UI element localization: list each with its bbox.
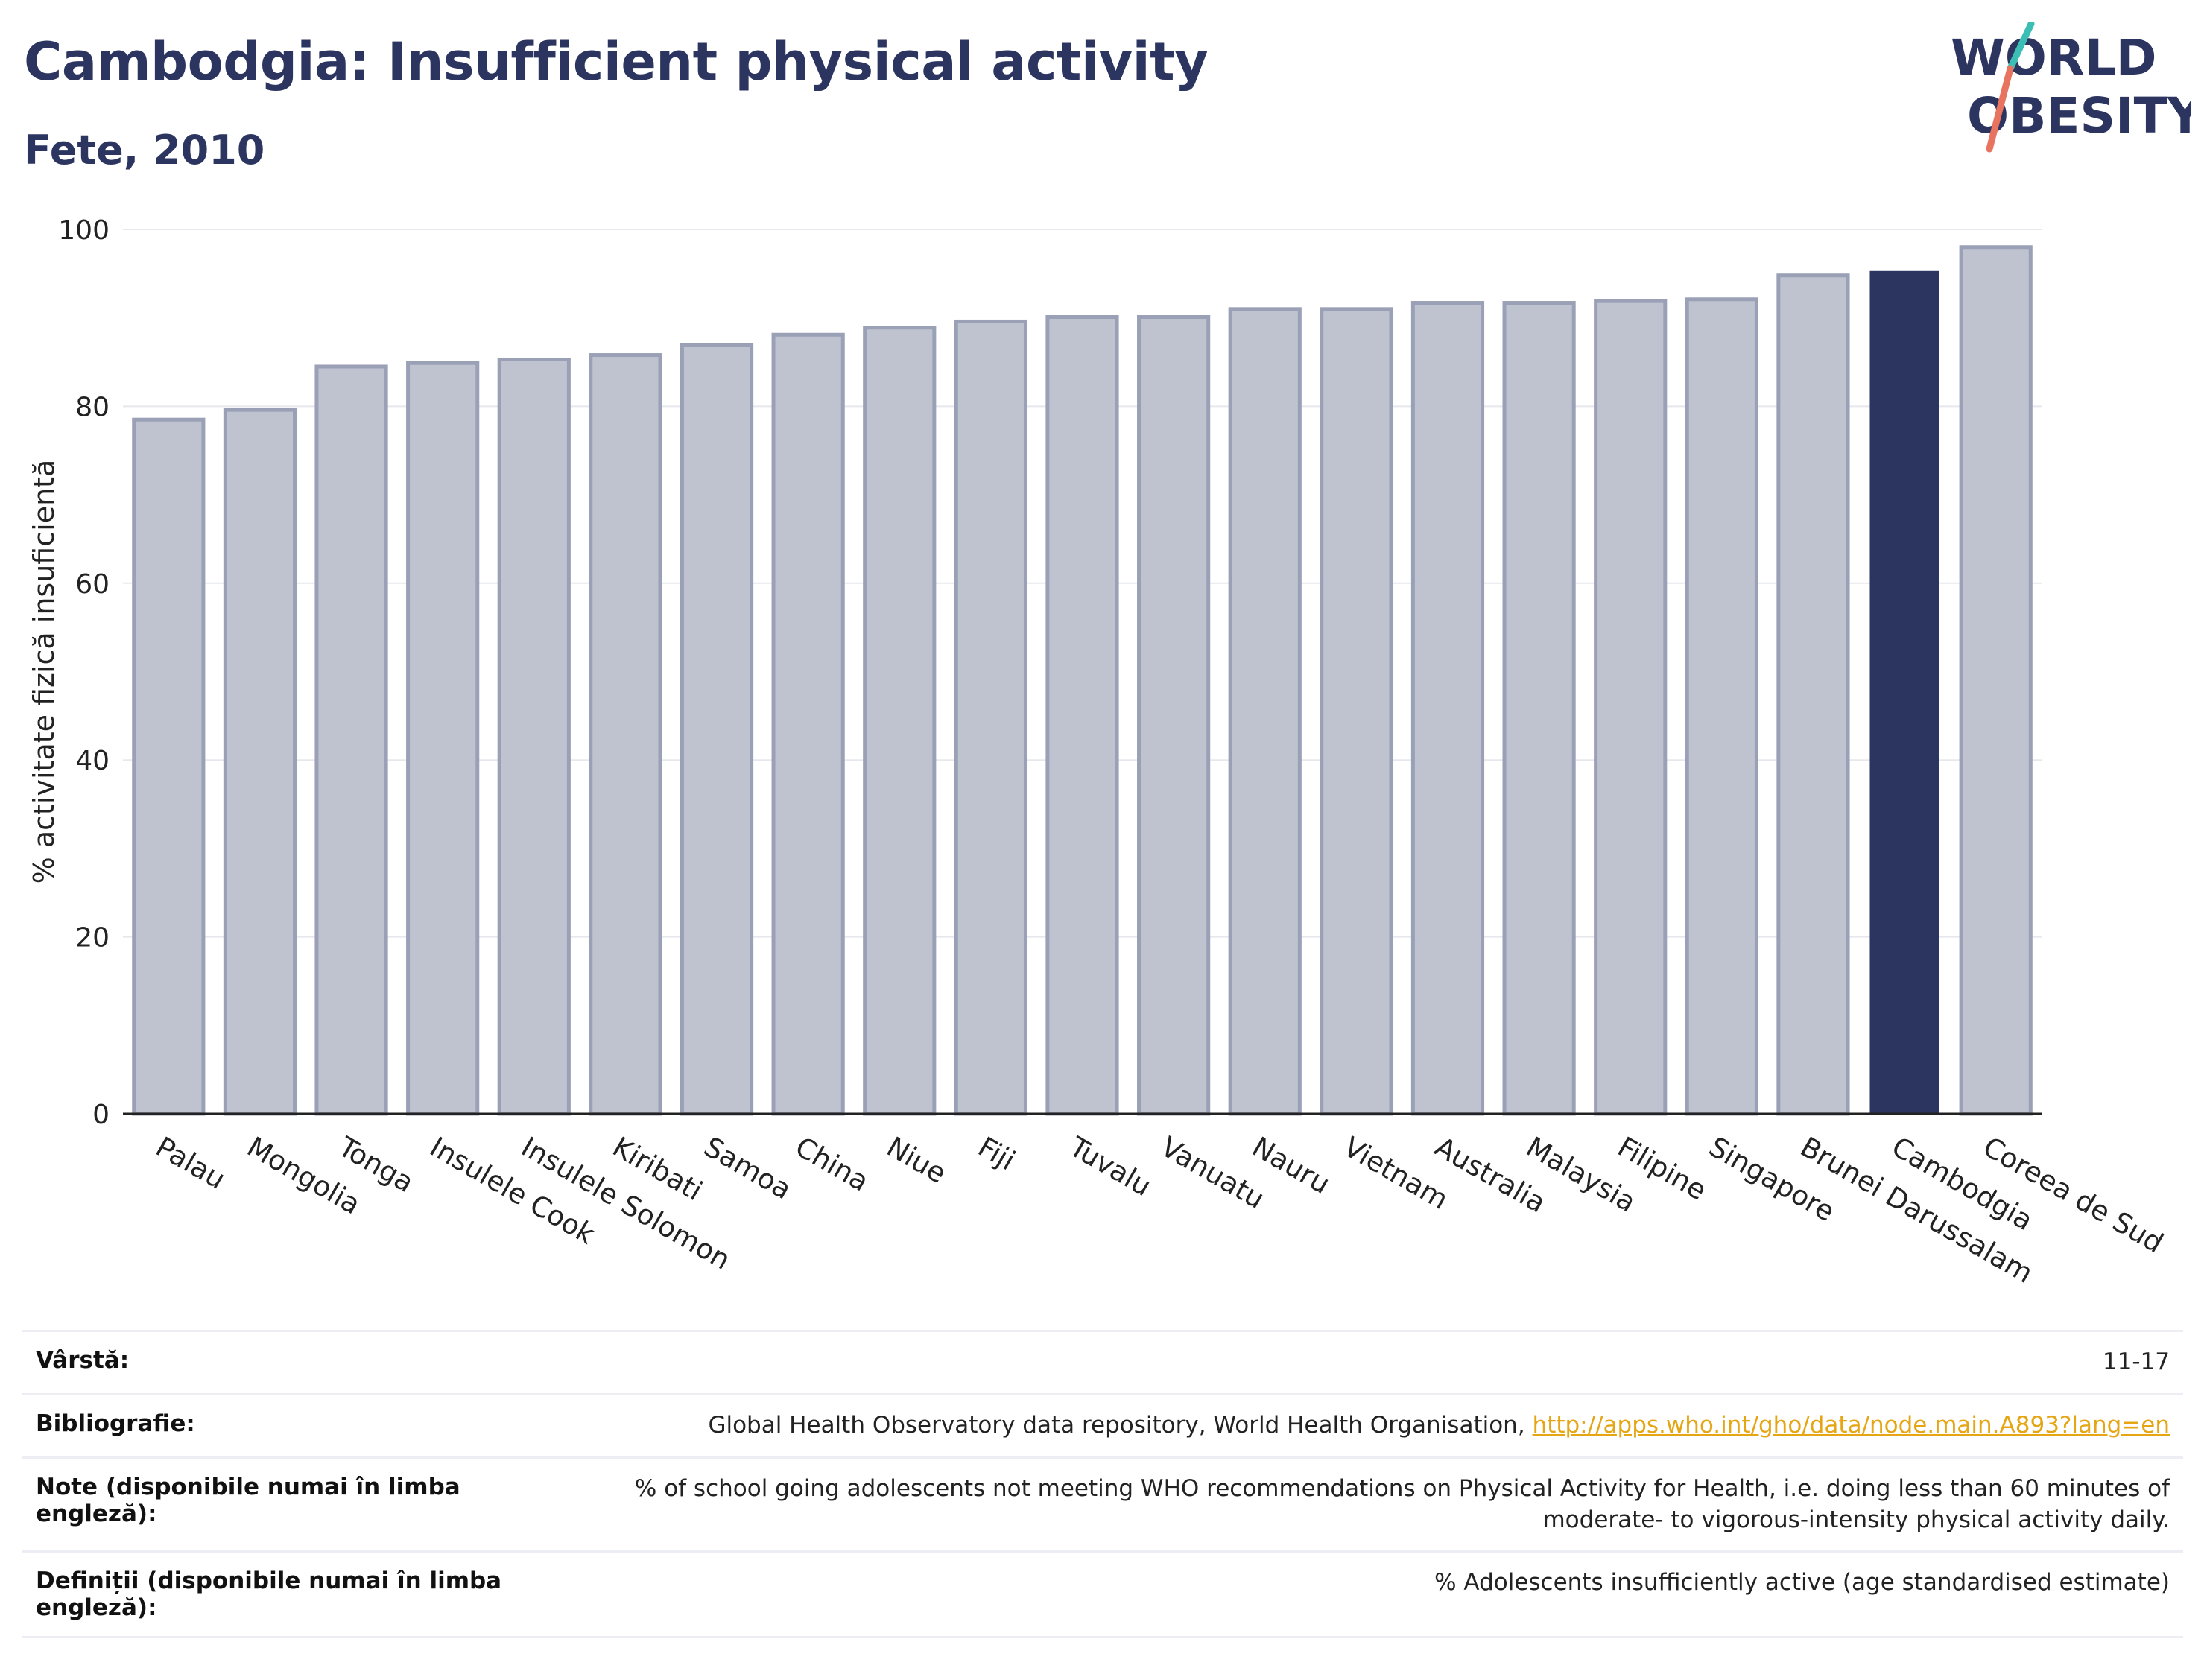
meta-bib-link[interactable]: http://apps.who.int/gho/data/node.main.A…: [1532, 1411, 2170, 1439]
bar-palau: [132, 417, 206, 1116]
chart-title: Cambodgia: Insufficient physical activit…: [24, 31, 1209, 92]
bars: [132, 245, 2033, 1116]
bar-tonga: [314, 364, 388, 1116]
bar-samoa: [680, 343, 754, 1116]
bar-insulele-cook: [406, 361, 480, 1116]
bar-china: [771, 332, 845, 1116]
bar-filipine: [1594, 299, 1668, 1116]
x-tick-label: Palau: [151, 1131, 231, 1196]
meta-age-label: Vârstă:: [36, 1347, 130, 1374]
meta-bib-label: Bibliografie:: [36, 1410, 195, 1437]
bar-vanuatu: [1137, 315, 1211, 1116]
logo-slash-coral: [1986, 65, 2014, 153]
bar-australia: [1410, 301, 1485, 1116]
bar-malaysia: [1502, 301, 1576, 1116]
chart-subtitle: Fete, 2010: [24, 127, 265, 174]
bar-vietnam: [1320, 307, 1393, 1116]
world-obesity-logo: WORLD OBESITY: [1937, 20, 2204, 156]
bar-fiji: [954, 319, 1027, 1116]
bar-coreea-de-sud: [1959, 245, 2033, 1116]
y-tick-label: 80: [75, 392, 110, 422]
y-axis-ticks: 0 20 40 60 80 100: [58, 215, 110, 1130]
meta-row-definitions: Definiții (disponibile numai în limba en…: [22, 1551, 2183, 1638]
meta-def-value: % Adolescents insufficiently active (age…: [1434, 1569, 2170, 1597]
bar-brunei-darussalam: [1776, 273, 1850, 1116]
y-tick-label: 100: [58, 215, 110, 246]
bar-singapore: [1685, 297, 1758, 1116]
meta-notes-label: Note (disponibile numai în limba engleză…: [36, 1473, 460, 1527]
x-tick-label: Vanuatu: [1156, 1131, 1270, 1216]
x-tick-label: Fiji: [972, 1131, 1020, 1177]
bar-tuvalu: [1045, 315, 1119, 1116]
y-tick-label: 0: [92, 1100, 110, 1130]
y-tick-label: 20: [75, 923, 110, 954]
logo-text-world: WORLD: [1951, 29, 2157, 86]
metadata-table: Vârstă: 11-17 Bibliografie: Global Healt…: [22, 1330, 2183, 1638]
meta-def-label: Definiții (disponibile numai în limba en…: [36, 1568, 502, 1622]
bar-niue: [863, 326, 937, 1116]
meta-row-bibliography: Bibliografie: Global Health Observatory …: [22, 1394, 2183, 1457]
meta-notes-value: % of school going adolescents not meetin…: [634, 1474, 2170, 1533]
meta-row-notes: Note (disponibile numai în limba engleză…: [22, 1457, 2183, 1552]
y-tick-label: 60: [75, 569, 110, 600]
x-tick-label: Samoa: [699, 1131, 797, 1206]
y-axis-title: % activitate fizică insuficientă: [28, 460, 60, 884]
x-tick-label: Vietnam: [1338, 1131, 1454, 1216]
logo-slash-teal: [2007, 20, 2035, 72]
bar-insulele-solomon: [497, 357, 571, 1116]
x-tick-label: China: [790, 1131, 874, 1198]
logo-text-obesity: OBESITY: [1967, 87, 2191, 145]
meta-bib-text: Global Health Observatory data repositor…: [708, 1411, 1533, 1439]
world-obesity-logo-graphic: WORLD OBESITY: [1951, 20, 2204, 153]
meta-bib-value: Global Health Observatory data repositor…: [526, 1394, 2183, 1457]
meta-row-age: Vârstă: 11-17: [22, 1331, 2183, 1395]
bar-mongolia: [223, 408, 297, 1116]
bar-nauru: [1228, 307, 1302, 1116]
y-tick-label: 40: [75, 746, 110, 776]
bar-cambodgia: [1869, 270, 1939, 1114]
x-tick-label: Tuvalu: [1063, 1130, 1156, 1202]
meta-age-value: 11-17: [2102, 1348, 2170, 1375]
x-tick-label: Niue: [881, 1131, 951, 1190]
bar-kiribati: [589, 353, 662, 1116]
